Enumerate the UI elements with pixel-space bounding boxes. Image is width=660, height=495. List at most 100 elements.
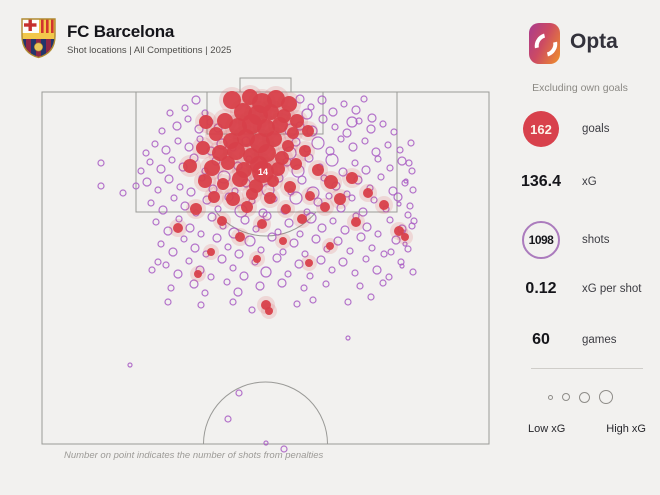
shot-point bbox=[214, 205, 222, 213]
shot-point bbox=[154, 186, 162, 194]
shot-point bbox=[338, 167, 348, 177]
penalty-marker bbox=[252, 161, 274, 183]
shot-point bbox=[191, 95, 201, 105]
goal-point bbox=[207, 248, 215, 256]
shot-point bbox=[322, 280, 330, 288]
goal-point bbox=[401, 233, 409, 241]
shot-point bbox=[360, 95, 368, 103]
shot-point bbox=[329, 217, 337, 225]
stat-shots: 1098 shots bbox=[505, 221, 657, 259]
shot-point bbox=[368, 244, 376, 252]
goal-point bbox=[290, 114, 304, 128]
shot-point bbox=[340, 225, 350, 235]
shot-point bbox=[325, 146, 335, 156]
shot-point bbox=[361, 165, 371, 175]
shot-point bbox=[127, 362, 133, 368]
shot-point bbox=[317, 223, 327, 233]
goal-point bbox=[246, 188, 258, 200]
shot-point bbox=[224, 243, 232, 251]
games-label: games bbox=[582, 334, 617, 346]
shot-point bbox=[342, 128, 352, 138]
goal-point bbox=[281, 96, 297, 112]
penalty-count-label: 14 bbox=[258, 167, 268, 177]
shot-point bbox=[234, 249, 244, 259]
shot-point bbox=[348, 142, 358, 152]
shot-point bbox=[403, 178, 409, 184]
goal-point bbox=[232, 171, 248, 187]
shot-point bbox=[97, 182, 105, 190]
shot-point bbox=[201, 289, 209, 297]
legend-size-circle bbox=[598, 390, 613, 404]
shot-point bbox=[404, 211, 412, 219]
shot-point bbox=[284, 270, 292, 278]
shot-point bbox=[318, 114, 328, 124]
shot-point bbox=[367, 293, 375, 301]
shot-point bbox=[197, 230, 205, 238]
goal-point bbox=[264, 192, 276, 204]
page-subtitle: Shot locations | All Competitions | 2025 bbox=[67, 45, 232, 56]
goal-point bbox=[272, 117, 288, 133]
goal-point bbox=[379, 200, 389, 210]
stat-games: 60 games bbox=[505, 331, 657, 349]
shot-point bbox=[355, 117, 363, 125]
shot-point bbox=[151, 140, 159, 148]
shot-point bbox=[274, 228, 282, 236]
shot-point bbox=[313, 197, 323, 207]
goal-point bbox=[226, 192, 240, 206]
goal-point bbox=[267, 90, 285, 108]
shot-point bbox=[405, 159, 413, 167]
shot-point bbox=[380, 250, 388, 258]
goal-point bbox=[209, 127, 223, 141]
shot-point bbox=[401, 179, 409, 187]
shot-point bbox=[361, 137, 369, 145]
shot-point bbox=[307, 103, 315, 111]
shot-point bbox=[289, 191, 303, 205]
shot-point bbox=[343, 190, 351, 198]
shot-point bbox=[328, 266, 336, 274]
shot-point bbox=[366, 124, 376, 134]
goal-point bbox=[263, 104, 279, 120]
shot-point bbox=[212, 233, 222, 243]
shot-point bbox=[180, 201, 190, 211]
shot-point bbox=[316, 255, 326, 265]
shot-point bbox=[152, 218, 160, 226]
shot-point bbox=[293, 300, 301, 308]
shot-point bbox=[390, 128, 398, 136]
shot-point bbox=[142, 177, 152, 187]
shot-point bbox=[379, 279, 387, 287]
shot-point bbox=[386, 164, 394, 172]
shot-point bbox=[397, 258, 405, 266]
shot-point bbox=[337, 135, 345, 143]
shot-point bbox=[387, 248, 395, 256]
shot-point bbox=[267, 232, 277, 242]
shot-point bbox=[289, 238, 299, 248]
shot-point bbox=[351, 159, 359, 167]
shot-point bbox=[119, 189, 127, 197]
goal-point bbox=[282, 140, 294, 152]
shot-point bbox=[162, 261, 170, 269]
opta-logo-icon bbox=[529, 23, 562, 64]
shot-point bbox=[402, 241, 408, 247]
shot-point bbox=[174, 137, 182, 145]
shot-point bbox=[295, 94, 305, 104]
goals-label: goals bbox=[582, 123, 610, 135]
shot-point bbox=[154, 258, 162, 266]
legend-size-circle bbox=[578, 391, 590, 403]
shot-point bbox=[207, 212, 217, 222]
shot-point bbox=[194, 124, 204, 134]
shot-point bbox=[309, 296, 317, 304]
shots-label: shots bbox=[582, 234, 610, 246]
shot-point bbox=[137, 167, 145, 175]
goal-point bbox=[265, 307, 273, 315]
penalty-arc bbox=[215, 212, 317, 237]
shot-point bbox=[170, 194, 178, 202]
shot-point bbox=[356, 232, 366, 242]
shot-point bbox=[406, 202, 414, 210]
shot-point bbox=[164, 174, 174, 184]
shot-point bbox=[346, 116, 358, 128]
xg-per-shot-value: 0.12 bbox=[525, 280, 557, 297]
goal-point bbox=[198, 174, 212, 188]
goal-point bbox=[281, 204, 291, 214]
shot-point bbox=[325, 153, 339, 167]
